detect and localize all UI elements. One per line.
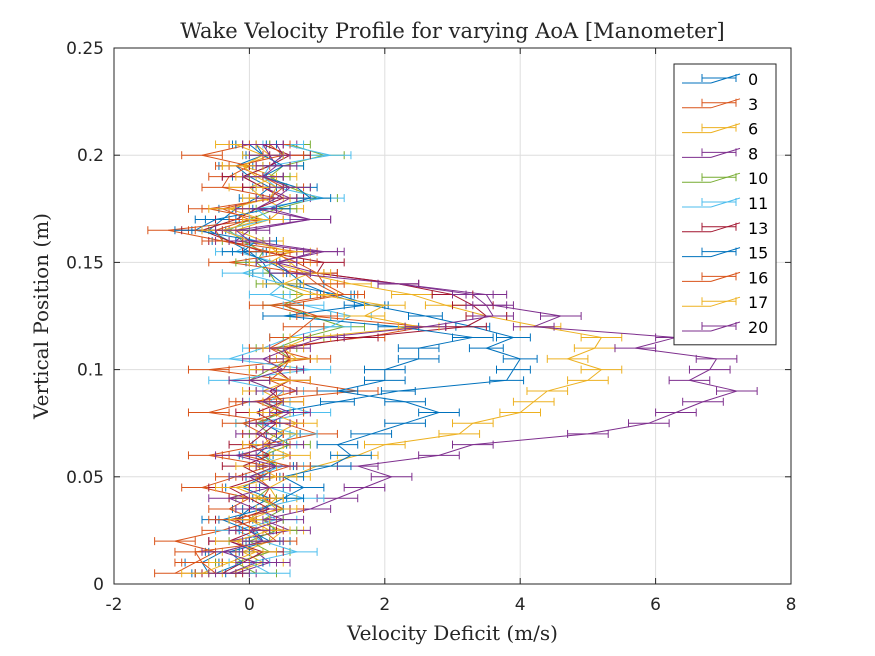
y-tick-label: 0.25 xyxy=(66,39,104,59)
legend-item: 20 xyxy=(682,318,768,337)
x-tick-label: 4 xyxy=(515,595,526,615)
legend-label: 13 xyxy=(748,219,768,238)
legend-label: 17 xyxy=(748,293,768,312)
axis-ticks: -2 0 2 4 6 800.050.10.150.20.25 xyxy=(66,39,796,615)
legend-item: 16 xyxy=(682,268,768,287)
legend-label: 15 xyxy=(748,244,768,263)
x-tick-label: 8 xyxy=(786,595,797,615)
y-tick-label: 0.2 xyxy=(77,146,104,166)
chart-title: Wake Velocity Profile for varying AoA [M… xyxy=(180,19,724,43)
x-tick-label: -2 xyxy=(106,595,123,615)
x-tick-label: 0 xyxy=(244,595,255,615)
y-tick-label: 0.15 xyxy=(66,253,104,273)
legend-label: 10 xyxy=(748,169,768,188)
legend-label: 8 xyxy=(748,144,758,163)
legend-box xyxy=(673,63,777,346)
legend-label: 6 xyxy=(748,120,758,139)
legend: 0 3 6 8 10 11 13 15 16 17 20 xyxy=(673,63,777,346)
legend-item: 17 xyxy=(682,293,768,312)
legend-label: 11 xyxy=(748,194,768,213)
x-axis-label: Velocity Deficit (m/s) xyxy=(346,621,558,645)
series-20 xyxy=(201,140,514,578)
series-8 xyxy=(208,140,758,578)
legend-item: 11 xyxy=(682,194,768,213)
legend-item: 6 xyxy=(682,120,758,139)
legend-item: 15 xyxy=(682,244,768,263)
y-tick-label: 0.05 xyxy=(66,468,104,488)
x-tick-label: 6 xyxy=(650,595,661,615)
legend-item: 13 xyxy=(682,219,768,238)
y-tick-label: 0 xyxy=(93,575,104,595)
legend-item: 10 xyxy=(682,169,768,188)
legend-item: 3 xyxy=(682,95,758,114)
y-tick-label: 0.1 xyxy=(77,361,104,381)
legend-label: 20 xyxy=(748,318,768,337)
legend-label: 16 xyxy=(748,268,768,287)
axes-box xyxy=(113,47,792,585)
legend-label: 0 xyxy=(748,70,758,89)
legend-item: 8 xyxy=(682,144,758,163)
legend-label: 3 xyxy=(748,95,758,114)
legend-item: 0 xyxy=(682,70,758,89)
y-axis-label: Vertical Position (m) xyxy=(29,213,53,420)
plot-area xyxy=(147,140,758,578)
x-tick-label: 2 xyxy=(379,595,390,615)
